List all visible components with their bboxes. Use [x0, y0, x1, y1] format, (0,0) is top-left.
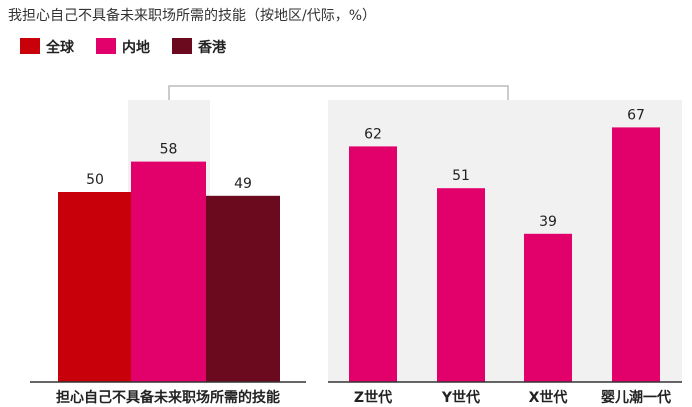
- value-label-generation-1: 51: [452, 168, 470, 184]
- category-label-region: 担心自己不具备未来职场所需的技能: [56, 389, 280, 406]
- legend: 全球 内地 香港: [20, 38, 227, 56]
- legend-label-0: 全球: [45, 39, 75, 56]
- category-labels: 担心自己不具备未来职场所需的技能 Z世代 Y世代 X世代 婴儿潮一代: [56, 389, 671, 406]
- legend-swatch-2: [172, 38, 192, 54]
- value-label-region-1: 58: [160, 142, 178, 158]
- bar-generation-3: [612, 127, 660, 383]
- legend-label-1: 内地: [122, 39, 150, 56]
- panel-connector: [168, 85, 509, 100]
- legend-label-2: 香港: [197, 39, 227, 56]
- bar-region-1: [131, 161, 206, 382]
- category-label-generation-2: X世代: [529, 389, 568, 406]
- bars: [58, 127, 660, 383]
- value-labels: 50 58 49 62 51 39 67: [86, 107, 645, 229]
- value-label-generation-3: 67: [627, 107, 645, 123]
- value-label-generation-0: 62: [364, 126, 382, 142]
- legend-swatch-1: [96, 38, 116, 54]
- category-label-generation-1: Y世代: [441, 389, 480, 406]
- bar-generation-0: [349, 146, 397, 382]
- value-label-generation-2: 39: [539, 214, 557, 230]
- bar-generation-2: [524, 233, 572, 382]
- bar-generation-1: [437, 188, 485, 382]
- connector-bracket: [168, 85, 509, 100]
- category-label-generation-3: 婴儿潮一代: [601, 389, 671, 406]
- bar-region-2: [206, 195, 280, 382]
- category-label-generation-0: Z世代: [354, 389, 392, 406]
- bar-region-0: [58, 192, 132, 382]
- value-label-region-0: 50: [86, 172, 104, 188]
- legend-swatch-0: [20, 38, 40, 54]
- value-label-region-2: 49: [234, 176, 252, 192]
- chart-title: 我担心自己不具备未来职场所需的技能（按地区/代际，%）: [8, 7, 376, 24]
